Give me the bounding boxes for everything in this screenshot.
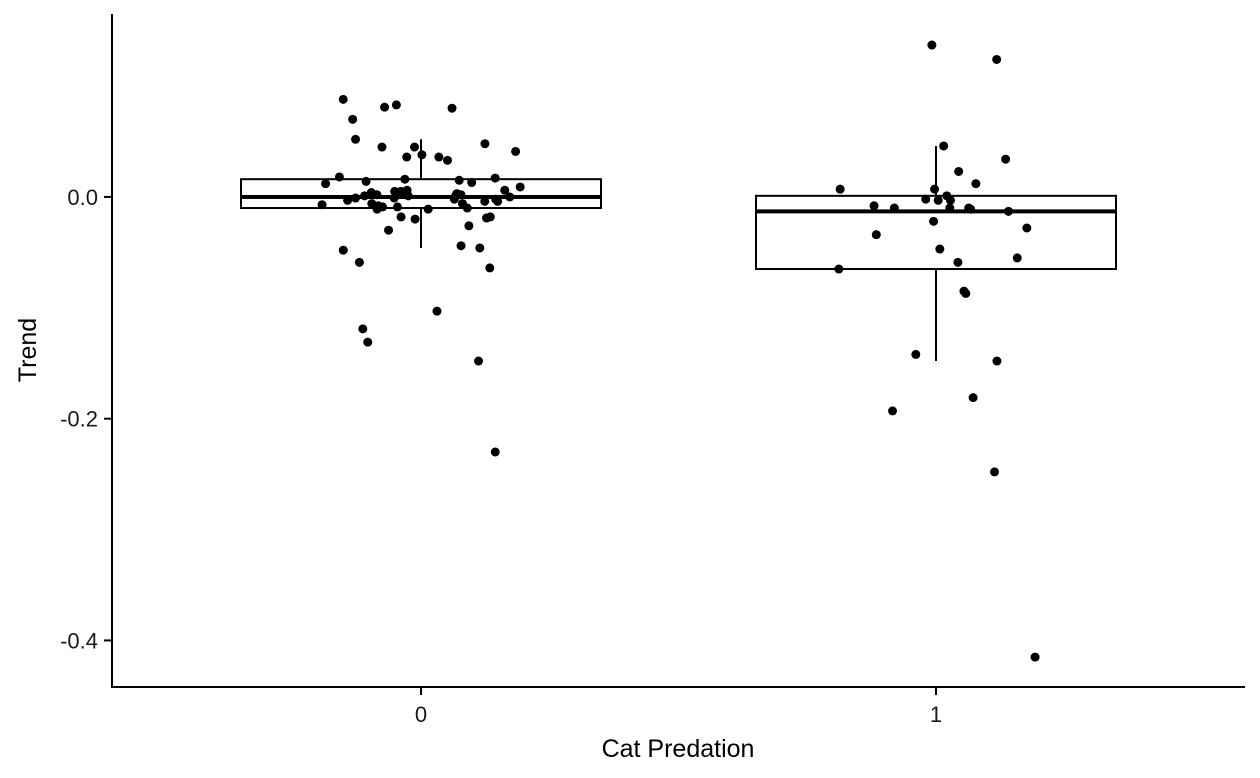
data-point	[400, 174, 410, 184]
data-point	[317, 200, 327, 210]
data-point	[921, 194, 931, 204]
y-axis-ticks: 0.0 -0.2 -0.4	[60, 185, 112, 653]
data-point	[396, 212, 406, 222]
data-point	[511, 146, 521, 156]
data-point	[474, 356, 484, 366]
data-point	[361, 176, 371, 186]
plot-area	[240, 40, 1117, 662]
data-point	[467, 178, 477, 188]
data-point	[462, 203, 472, 213]
data-point	[500, 185, 510, 195]
data-point	[338, 94, 348, 104]
data-point	[321, 179, 331, 189]
data-point	[480, 139, 490, 149]
data-point	[515, 182, 525, 192]
data-point	[348, 114, 358, 124]
data-point	[954, 166, 964, 176]
data-point	[442, 155, 452, 165]
box-iqr	[240, 178, 602, 210]
data-point	[945, 203, 955, 213]
data-point	[939, 141, 949, 151]
data-point	[835, 184, 845, 194]
data-point	[410, 142, 420, 152]
data-point	[966, 204, 976, 214]
data-point	[454, 175, 464, 185]
data-point	[334, 172, 344, 182]
data-point	[464, 221, 474, 231]
data-point	[1030, 652, 1040, 662]
data-point	[935, 244, 945, 254]
data-point	[933, 195, 943, 205]
data-point	[434, 152, 444, 162]
data-point	[945, 195, 955, 205]
data-point	[351, 193, 361, 203]
data-point	[990, 467, 1000, 477]
data-point	[402, 152, 412, 162]
data-point	[372, 204, 382, 214]
data-point	[485, 263, 495, 273]
data-point	[929, 216, 939, 226]
data-point	[490, 447, 500, 457]
data-point	[953, 257, 963, 267]
data-point	[834, 264, 844, 274]
data-point	[338, 245, 348, 255]
data-point	[888, 406, 898, 416]
y-axis-title: Trend	[14, 318, 42, 382]
data-point	[380, 102, 390, 112]
x-tick-label: 1	[930, 702, 942, 727]
data-point	[961, 288, 971, 298]
data-point	[1022, 223, 1032, 233]
y-tick-label: -0.2	[60, 407, 98, 432]
data-point	[351, 134, 361, 144]
data-point	[491, 194, 501, 204]
data-point	[391, 100, 401, 110]
data-point	[384, 225, 394, 235]
data-point	[1012, 253, 1022, 263]
data-point	[971, 179, 981, 189]
data-point	[410, 214, 420, 224]
x-tick-label: 0	[415, 702, 427, 727]
data-point	[354, 257, 364, 267]
data-point	[366, 188, 376, 198]
data-point	[432, 306, 442, 316]
data-point	[358, 324, 368, 334]
y-tick-label: 0.0	[67, 185, 98, 210]
data-point	[490, 173, 500, 183]
x-axis-title: Cat Predation	[602, 735, 755, 763]
data-point	[343, 195, 353, 205]
data-point	[417, 150, 427, 160]
data-point	[389, 193, 399, 203]
data-point	[992, 356, 1002, 366]
data-point	[360, 191, 370, 201]
data-point	[1003, 206, 1013, 216]
data-point	[889, 203, 899, 213]
data-point	[930, 184, 940, 194]
data-point	[485, 212, 495, 222]
data-point	[423, 204, 433, 214]
data-point	[992, 54, 1002, 64]
data-point	[400, 188, 410, 198]
y-tick-label: -0.4	[60, 628, 98, 653]
data-point	[377, 142, 387, 152]
data-point	[392, 202, 402, 212]
box-iqr	[755, 194, 1117, 271]
data-point	[480, 196, 490, 206]
data-point	[456, 241, 466, 251]
data-point	[927, 40, 937, 50]
data-point	[449, 194, 459, 204]
data-point	[475, 243, 485, 253]
data-point	[968, 393, 978, 403]
data-point	[447, 103, 457, 113]
data-point	[869, 201, 879, 211]
data-point	[505, 192, 515, 202]
data-point	[871, 230, 881, 240]
data-point	[390, 186, 400, 196]
data-point	[363, 337, 373, 347]
data-point	[1001, 154, 1011, 164]
data-point	[911, 349, 921, 359]
data-point	[456, 190, 466, 200]
